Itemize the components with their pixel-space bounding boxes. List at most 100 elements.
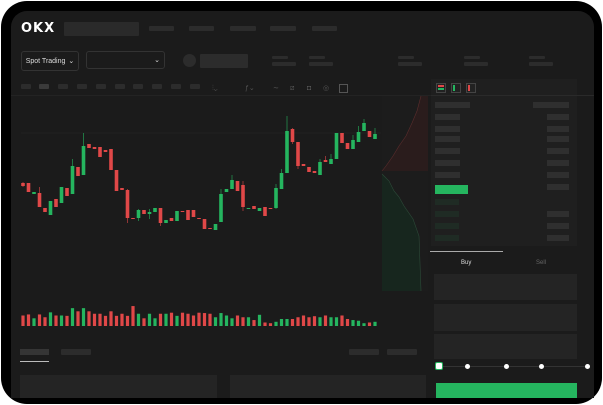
price-input[interactable]: [434, 274, 577, 300]
candle-body: [175, 211, 179, 221]
sell-tab[interactable]: Sell: [536, 260, 547, 266]
stat-value: [398, 62, 422, 66]
nav-item[interactable]: [312, 26, 337, 31]
ask-price: [435, 172, 460, 178]
candle-body: [367, 131, 372, 137]
volume-bar: [37, 314, 42, 326]
volume-bar: [323, 315, 328, 326]
volume-bar: [351, 320, 355, 326]
volume-bar: [164, 313, 168, 326]
candle-type-icon[interactable]: ⫶⌄: [212, 85, 218, 92]
depth-ask-line: [381, 95, 422, 172]
fullscreen-icon[interactable]: [339, 84, 348, 93]
volume-bar: [263, 322, 267, 326]
candle-body: [202, 219, 207, 229]
timeframe-button[interactable]: [133, 84, 143, 89]
amount-slider-track[interactable]: [438, 366, 588, 367]
slider-stop-50[interactable]: [504, 364, 509, 369]
camera-icon[interactable]: ◘: [307, 85, 312, 92]
total-input[interactable]: [434, 334, 577, 359]
timeframe-button[interactable]: [39, 84, 49, 89]
pair-dropdown[interactable]: ⌄: [86, 51, 165, 69]
timeframe-button[interactable]: [77, 84, 87, 89]
active-tab-underline: [20, 361, 49, 362]
timeframe-button[interactable]: [152, 84, 162, 89]
candle-body: [98, 147, 102, 157]
nav-item[interactable]: [149, 26, 174, 31]
volume-bar: [21, 315, 25, 326]
volume-bar: [54, 315, 58, 326]
candle-body: [340, 133, 344, 143]
candle-body: [48, 201, 53, 215]
volume-bar: [142, 318, 146, 326]
timeframe-button[interactable]: [96, 84, 106, 89]
amount-slider-handle[interactable]: [435, 362, 443, 370]
settings-icon[interactable]: ◎: [323, 85, 330, 92]
ask-price: [435, 160, 460, 166]
spot-trading-dropdown[interactable]: Spot Trading ⌄: [21, 51, 79, 71]
candle-body: [54, 199, 58, 207]
ask-size: [547, 126, 569, 132]
okx-logo[interactable]: OKX: [21, 21, 56, 36]
volume-bar: [59, 315, 64, 326]
buy-tab[interactable]: Buy: [461, 260, 472, 266]
volume-bar: [257, 314, 262, 326]
volume-bar: [246, 317, 251, 326]
ask-size: [547, 172, 569, 178]
slider-stop-75[interactable]: [539, 364, 544, 369]
candle-body: [32, 192, 36, 194]
filter-button[interactable]: [387, 349, 417, 355]
volume-bar: [153, 318, 157, 326]
volume-bar: [252, 320, 256, 326]
nav-item[interactable]: [189, 26, 214, 31]
volume-bar: [318, 317, 322, 326]
ask-price: [435, 114, 460, 120]
timeframe-button[interactable]: [58, 84, 68, 89]
candle-body: [290, 129, 295, 142]
volume-bar: [356, 320, 361, 326]
order-book-both-icon[interactable]: [436, 83, 446, 93]
ruler-icon[interactable]: ⧄: [290, 85, 295, 92]
slider-stop-25[interactable]: [465, 364, 470, 369]
stat-label: [464, 56, 480, 59]
nav-item[interactable]: [230, 26, 256, 31]
candle-body: [219, 194, 223, 222]
candle-body: [26, 183, 31, 192]
filter-button[interactable]: [349, 349, 379, 355]
candle-body: [180, 211, 185, 212]
volume-bar: [334, 317, 339, 326]
timeframe-button[interactable]: [171, 84, 181, 89]
candle-body: [131, 218, 135, 219]
order-book-asks-icon[interactable]: [466, 83, 476, 93]
timeframe-button[interactable]: [190, 84, 200, 89]
volume-bar: [65, 315, 69, 326]
line-tool-icon[interactable]: ∼: [273, 85, 279, 92]
order-history-tab[interactable]: [61, 349, 91, 355]
volume-bar: [340, 315, 344, 326]
buy-submit-button[interactable]: [436, 383, 577, 398]
volume-bar: [81, 308, 86, 326]
volume-bar: [98, 313, 102, 326]
indicator-icon[interactable]: ƒ⌄: [245, 85, 255, 92]
search-placeholder[interactable]: [64, 22, 139, 36]
candle-body: [197, 218, 201, 219]
orders-card: [20, 375, 217, 398]
order-book-bids-icon[interactable]: [451, 83, 461, 93]
candlestick-chart[interactable]: [11, 11, 594, 398]
timeframe-button[interactable]: [21, 84, 31, 89]
depth-ask-area: [382, 96, 428, 171]
volume-bar: [147, 313, 152, 326]
candle-body: [120, 188, 124, 190]
timeframe-button[interactable]: [115, 84, 125, 89]
candle-body: [87, 144, 91, 148]
candle-body: [125, 190, 130, 218]
bid-size: [547, 223, 569, 229]
amount-input[interactable]: [434, 304, 577, 331]
volume-bar: [373, 321, 377, 326]
volume-bar: [120, 313, 124, 326]
candle-body: [252, 206, 256, 209]
slider-stop-100[interactable]: [585, 364, 590, 369]
open-orders-tab[interactable]: [20, 349, 49, 355]
nav-item[interactable]: [270, 26, 296, 31]
volume-bar: [125, 315, 130, 326]
